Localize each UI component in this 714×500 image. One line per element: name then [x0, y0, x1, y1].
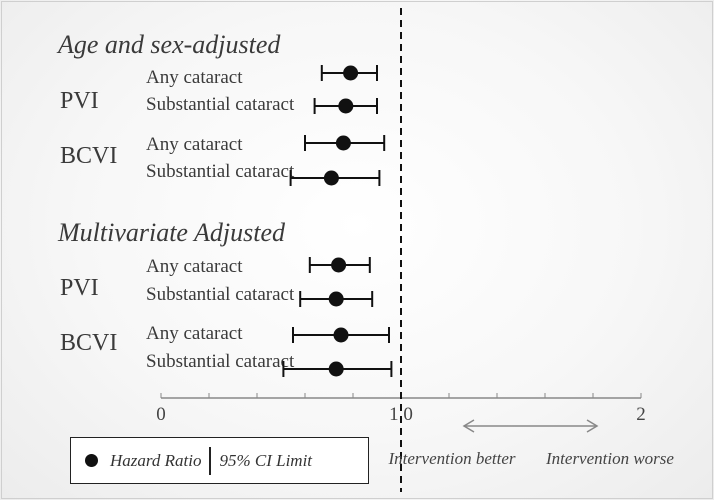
hazard-ratio-point: [328, 361, 344, 377]
row-label: Substantial cataract: [146, 351, 295, 372]
legend: Hazard Ratio 95% CI Limit: [70, 437, 369, 484]
arrow-head-right: [586, 419, 599, 433]
hazard-ratio-point: [323, 170, 339, 186]
row-label: Substantial cataract: [146, 284, 295, 305]
section-title-age-sex: Age and sex-adjusted: [58, 30, 281, 59]
legend-ci-limit: 95% CI Limit: [219, 450, 313, 470]
legend-ci-marker: [209, 446, 212, 475]
group-label-bcvi: BCVI: [60, 143, 118, 169]
x-tick-label: 1.0: [389, 404, 413, 425]
group-label-pvi: PVI: [60, 275, 99, 301]
row-label: Any cataract: [146, 323, 243, 344]
hazard-ratio-point: [343, 65, 359, 81]
intervention-worse-label: Intervention worse: [546, 449, 674, 468]
legend-hazard-ratio: Hazard Ratio: [110, 450, 202, 470]
x-axis: 0 1.0 2: [156, 8, 646, 492]
hazard-ratio-point: [333, 327, 349, 343]
x-tick-label: 0: [156, 404, 166, 425]
hazard-ratio-point: [331, 257, 347, 273]
row-label: Substantial cataract: [146, 94, 295, 115]
intervention-better-label: Intervention better: [388, 449, 516, 468]
x-tick-label: 2: [636, 404, 646, 425]
estimates: [282, 65, 393, 377]
legend-point-marker: [85, 454, 98, 467]
row-label: Any cataract: [146, 134, 243, 155]
group-label-pvi: PVI: [60, 88, 99, 114]
hazard-ratio-point: [328, 291, 344, 307]
group-label-bcvi: BCVI: [60, 330, 118, 356]
hazard-ratio-point: [335, 135, 351, 151]
row-label: Substantial cataract: [146, 161, 295, 182]
hazard-ratio-point: [338, 98, 354, 114]
row-label: Any cataract: [146, 67, 243, 88]
section-title-multivariate: Multivariate Adjusted: [58, 218, 285, 247]
arrow-head-left: [462, 419, 475, 433]
row-label: Any cataract: [146, 256, 243, 277]
